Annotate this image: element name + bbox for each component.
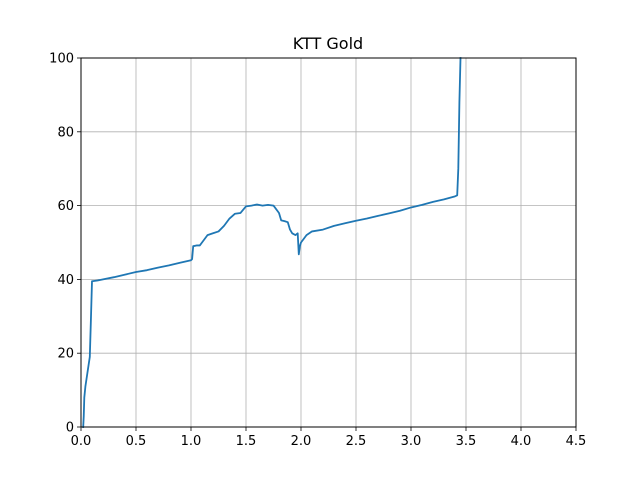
x-tick-label: 1.5 (236, 434, 257, 449)
x-tick-label: 2.5 (346, 434, 367, 449)
y-tick-label: 0 (66, 421, 74, 436)
plot-frame (80, 57, 577, 428)
x-tick-label: 0.0 (71, 434, 92, 449)
x-tick-label: 4.0 (511, 434, 532, 449)
chart-title: KTT Gold (293, 34, 363, 53)
series-line (82, 57, 462, 428)
y-tick-label: 40 (57, 273, 74, 288)
x-tick-label: 2.0 (291, 434, 312, 449)
x-tick-label: 4.5 (566, 434, 587, 449)
x-tick-label: 3.5 (456, 434, 477, 449)
x-tick-label: 0.5 (126, 434, 147, 449)
y-tick-label: 20 (57, 347, 74, 362)
y-tick-label: 60 (57, 199, 74, 214)
x-tick-label: 1.0 (181, 434, 202, 449)
x-tick-label: 3.0 (401, 434, 422, 449)
y-tick-label: 100 (49, 52, 74, 67)
y-tick-label: 80 (57, 125, 74, 140)
x-axis-ticks: 0.0 0.5 1.0 1.5 2.0 2.5 3.0 3.5 4.0 4.5 (71, 427, 587, 449)
y-axis-ticks: 0 20 40 60 80 100 (49, 52, 81, 436)
data-series (82, 57, 462, 428)
